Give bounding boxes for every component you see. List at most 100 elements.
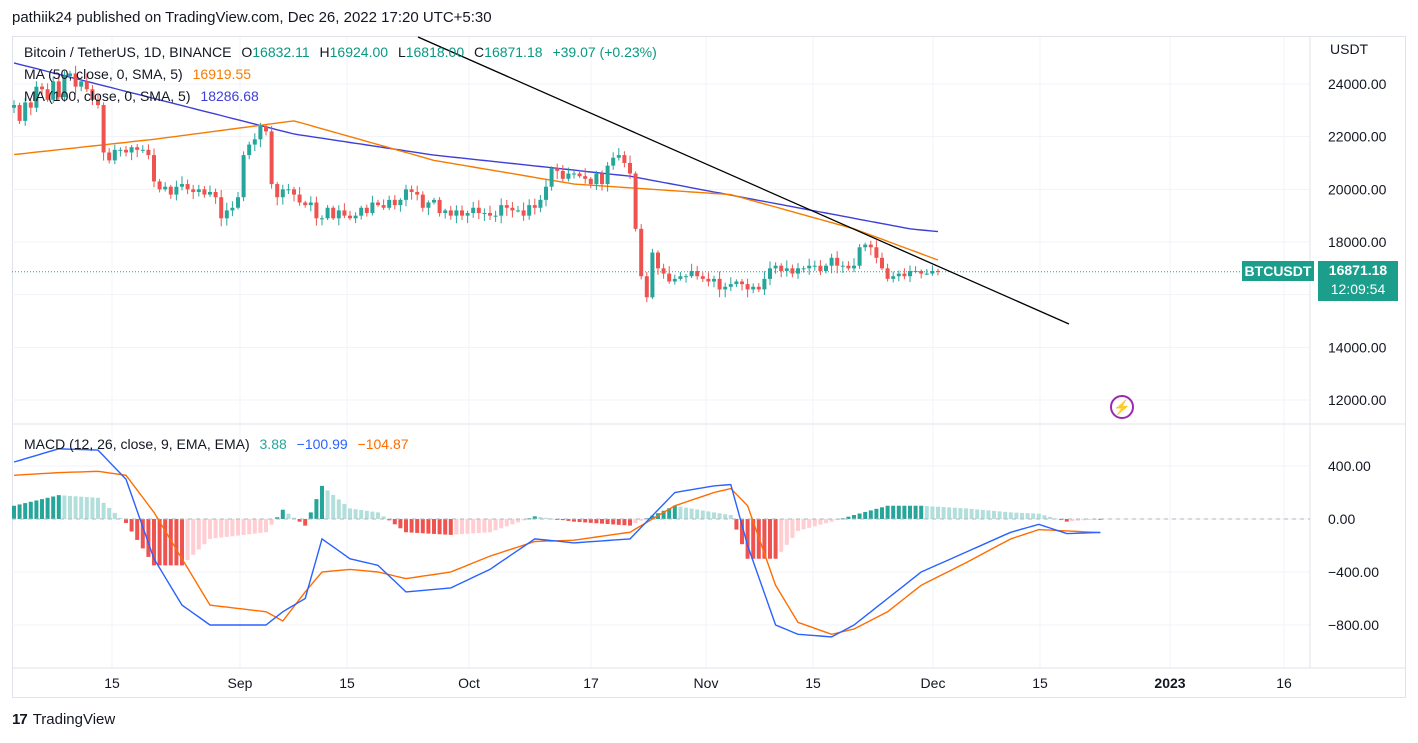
candle-body bbox=[314, 202, 319, 219]
candle-body bbox=[706, 278, 711, 282]
macd-histogram-bar bbox=[163, 519, 168, 566]
candle-body bbox=[146, 149, 151, 156]
macd-histogram-bar bbox=[79, 496, 84, 519]
macd-histogram-bar bbox=[376, 512, 380, 519]
candle-body bbox=[465, 213, 470, 216]
candle-body bbox=[583, 176, 588, 179]
macd-histogram-bar bbox=[577, 519, 582, 523]
macd-histogram-bar bbox=[941, 507, 946, 519]
macd-histogram-bar bbox=[1003, 511, 1008, 519]
macd-histogram-bar bbox=[404, 519, 408, 533]
macd-histogram-bar bbox=[146, 519, 151, 557]
o-label: O bbox=[241, 44, 253, 60]
candle-body bbox=[320, 218, 324, 220]
candle-body bbox=[544, 186, 548, 200]
macd-histogram-bar bbox=[241, 519, 246, 535]
macd-histogram-bar bbox=[493, 519, 498, 531]
candle-body bbox=[532, 205, 537, 208]
candle-body bbox=[829, 257, 834, 266]
macd-histogram-bar bbox=[796, 519, 800, 531]
candle-body bbox=[762, 278, 767, 290]
macd-histogram-bar bbox=[314, 499, 319, 519]
candle-body bbox=[756, 286, 761, 290]
candle-body bbox=[919, 270, 924, 274]
macd-histogram-bar bbox=[1031, 513, 1036, 519]
candle-body bbox=[84, 81, 89, 90]
candle-body bbox=[404, 189, 408, 200]
footer-brand: TradingView bbox=[32, 711, 116, 728]
symbol-legend: Bitcoin / TetherUS, 1D, BINANCE O16832.1… bbox=[24, 44, 669, 60]
ma100-legend: MA (100, close, 0, SMA, 5) 18286.68 bbox=[24, 88, 265, 104]
price-tick-label: 20000.00 bbox=[1328, 181, 1387, 197]
macd-tick-label: −800.00 bbox=[1328, 617, 1379, 633]
macd-histogram-bar bbox=[1081, 519, 1086, 521]
macd-histogram-bar bbox=[510, 519, 515, 525]
macd-histogram-bar bbox=[975, 509, 980, 519]
candle-body bbox=[370, 202, 375, 214]
macd-histogram-bar bbox=[661, 510, 666, 519]
macd-histogram-bar bbox=[336, 499, 341, 519]
macd-histogram-bar bbox=[801, 519, 806, 530]
macd-histogram-bar bbox=[521, 519, 526, 521]
macd-histogram-bar bbox=[280, 509, 285, 519]
macd-histogram-bar bbox=[1048, 516, 1052, 519]
lightning-icon[interactable]: ⚡ bbox=[1110, 395, 1134, 419]
candle-body bbox=[241, 155, 246, 198]
candle-body bbox=[784, 268, 789, 271]
macd-histogram-bar bbox=[68, 495, 72, 519]
candle-body bbox=[364, 207, 369, 214]
macd-histogram-bar bbox=[874, 508, 879, 519]
macd-histogram-bar bbox=[544, 517, 548, 519]
macd-histogram-bar bbox=[740, 519, 744, 545]
macd-histogram-bar bbox=[96, 497, 100, 519]
candle-body bbox=[45, 89, 50, 100]
candle-body bbox=[51, 81, 56, 100]
candle-body bbox=[409, 189, 414, 192]
macd-histogram-bar bbox=[768, 519, 772, 559]
macd-histogram-bar bbox=[213, 519, 218, 539]
macd-histogram-bar bbox=[348, 508, 352, 519]
candle-body bbox=[616, 155, 621, 158]
macd-histogram-bar bbox=[112, 512, 117, 519]
candle-body bbox=[336, 210, 341, 219]
candle-body bbox=[252, 139, 257, 145]
tradingview-logo-icon: 17 bbox=[12, 711, 28, 728]
candle-body bbox=[924, 273, 929, 275]
candle-body bbox=[191, 189, 196, 192]
macd-histogram-bar bbox=[432, 519, 436, 534]
macd-histogram-bar bbox=[370, 511, 375, 519]
candle-body bbox=[152, 155, 156, 182]
macd-histogram-bar bbox=[460, 519, 464, 535]
macd-histogram-bar bbox=[1087, 519, 1092, 520]
macd-histogram-bar bbox=[448, 519, 453, 535]
candle-body bbox=[124, 149, 128, 153]
macd-histogram-bar bbox=[174, 519, 179, 566]
macd-histogram-bar bbox=[672, 505, 677, 519]
macd-histogram-bar bbox=[829, 519, 834, 522]
candle-body bbox=[689, 270, 694, 277]
macd-histogram-bar bbox=[264, 519, 268, 533]
ma100-path bbox=[13, 62, 939, 233]
trendline bbox=[417, 36, 1070, 325]
price-tick-label: 24000.00 bbox=[1328, 76, 1387, 92]
macd-histogram-bar bbox=[247, 519, 252, 535]
candle-body bbox=[667, 273, 672, 282]
candle-body bbox=[236, 197, 240, 208]
candle-body bbox=[896, 273, 901, 277]
candle-body bbox=[196, 189, 201, 192]
macd-histogram-bar bbox=[286, 513, 291, 519]
candle-body bbox=[398, 199, 403, 206]
macd-histogram-bar bbox=[807, 519, 812, 528]
candle-body bbox=[415, 191, 420, 195]
macd-histogram-bar bbox=[219, 519, 224, 538]
publish-line: pathiik24 published on TradingView.com, … bbox=[12, 9, 492, 26]
candle-body bbox=[734, 281, 739, 285]
candle-body bbox=[644, 276, 649, 298]
macd-histogram-bar bbox=[527, 518, 532, 520]
macd-histogram-bar bbox=[191, 519, 196, 555]
macd-histogram-bar bbox=[919, 505, 924, 519]
candle-body bbox=[286, 189, 291, 191]
price-tick-label: 12000.00 bbox=[1328, 392, 1387, 408]
macd-histogram-bar bbox=[684, 507, 688, 519]
